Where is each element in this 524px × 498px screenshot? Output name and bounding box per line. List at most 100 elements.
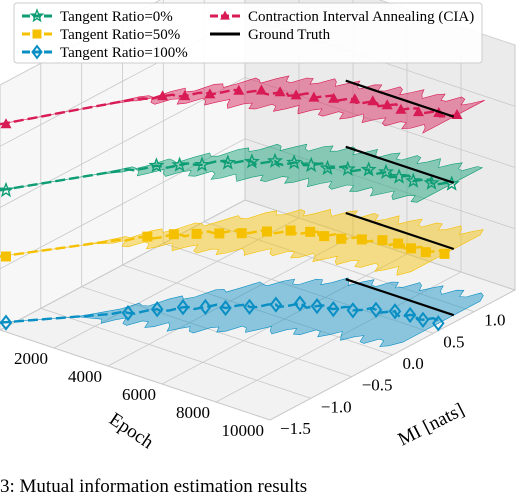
x-tick-label: 8000 <box>176 403 210 422</box>
legend-marker <box>220 10 230 20</box>
data-point <box>179 90 191 101</box>
data-point <box>319 159 336 176</box>
legend-label: Tangent Ratio=100% <box>60 45 188 61</box>
x-tick-label: 2000 <box>14 349 48 368</box>
data-point <box>219 154 236 170</box>
data-point <box>214 228 225 239</box>
data-point <box>266 152 284 168</box>
data-point <box>339 160 356 177</box>
data-point <box>290 89 302 100</box>
legend-label: Contraction Interval Annealing (CIA) <box>248 9 474 25</box>
legend-item: Tangent Ratio=50% <box>22 27 180 43</box>
data-point <box>0 181 15 198</box>
y-tick-label: 0.5 <box>443 332 464 351</box>
ground-truth-line <box>345 278 455 317</box>
data-point <box>406 243 417 254</box>
data-point <box>176 299 190 316</box>
series-line <box>0 225 450 262</box>
chart-grid <box>0 0 516 421</box>
data-point <box>377 235 388 246</box>
data-point <box>327 300 340 318</box>
data-point <box>360 161 377 177</box>
series-line <box>0 152 460 198</box>
data-point <box>356 234 367 245</box>
y-tick-label: 0.0 <box>403 354 424 373</box>
data-point <box>405 172 422 188</box>
data-point <box>403 306 417 324</box>
data-point <box>274 86 286 97</box>
data-point <box>319 231 330 242</box>
data-point <box>199 298 212 316</box>
data-point <box>191 228 202 239</box>
x-tick-labels: 0200040006000800010000 <box>14 349 265 440</box>
x-tick-label: 4000 <box>68 367 102 386</box>
data-point <box>367 95 379 106</box>
legend-label: Tangent Ratio=50% <box>60 27 180 43</box>
legend-box <box>13 2 483 64</box>
y-tick-label: −0.5 <box>362 376 393 395</box>
data-point <box>443 175 460 191</box>
series-line <box>0 295 445 332</box>
ground-truth-line <box>345 211 455 251</box>
ground-truth-line <box>345 79 455 118</box>
ground-truth-lines <box>345 79 455 317</box>
data-point <box>285 225 296 236</box>
data-point <box>269 296 283 313</box>
y-tick-label: 1.0 <box>484 311 505 330</box>
data-point <box>391 168 408 184</box>
data-point <box>328 92 340 103</box>
data-point <box>0 118 12 129</box>
y-tick-label: −1.5 <box>280 419 311 438</box>
data-point <box>416 311 430 328</box>
legend: Tangent Ratio=0% Tangent Ratio=50% Tangent… <box>13 2 483 64</box>
data-point <box>393 238 404 249</box>
data-point <box>395 103 407 114</box>
data-point <box>150 301 164 318</box>
data-point <box>346 302 360 319</box>
data-point <box>142 231 153 242</box>
data-point <box>336 233 347 244</box>
y-tick-label: −1.0 <box>321 397 352 416</box>
data-point <box>439 248 450 259</box>
legend-item: Tangent Ratio=0% <box>22 8 173 25</box>
data-point <box>377 163 395 180</box>
data-point <box>148 157 165 173</box>
legend-marker <box>31 44 43 60</box>
data-point <box>168 229 179 240</box>
data-point <box>204 88 216 99</box>
chart-series <box>0 84 463 332</box>
legend-item: Ground Truth <box>210 27 331 43</box>
chart: 0200040006000800010000 −1.5−1.0−0.50.00.… <box>0 0 517 454</box>
data-point <box>1 251 11 262</box>
data-point <box>432 315 445 332</box>
figure-caption: 3: Mutual information estimation results <box>0 476 308 497</box>
ground-truth-line <box>345 145 455 184</box>
data-point <box>451 109 463 119</box>
data-point <box>243 298 256 316</box>
data-point <box>193 156 211 172</box>
data-point <box>413 106 424 117</box>
data-point <box>255 84 267 95</box>
data-point <box>243 153 260 169</box>
data-point <box>286 154 303 170</box>
legend-item: Contraction Interval Annealing (CIA) <box>210 9 474 25</box>
data-point <box>236 228 247 239</box>
data-point <box>420 247 431 258</box>
data-point <box>369 301 383 318</box>
data-point <box>349 93 361 104</box>
data-point <box>121 304 135 322</box>
y-tick-labels: −1.5−1.0−0.50.00.51.01.5 <box>280 311 505 438</box>
x-axis-label: Epoch <box>105 409 157 454</box>
legend-label: Tangent Ratio=0% <box>60 9 173 25</box>
data-point <box>310 297 324 315</box>
x-tick-label: 10000 <box>222 421 265 440</box>
series-line <box>0 84 463 129</box>
data-point <box>305 226 316 237</box>
data-point <box>381 99 393 110</box>
data-point <box>423 174 440 190</box>
y-axis-label: MI [nats] <box>395 399 468 450</box>
data-point <box>171 156 188 172</box>
legend-item: Tangent Ratio=100% <box>22 44 188 61</box>
legend-marker <box>32 29 42 39</box>
data-point <box>157 90 169 101</box>
